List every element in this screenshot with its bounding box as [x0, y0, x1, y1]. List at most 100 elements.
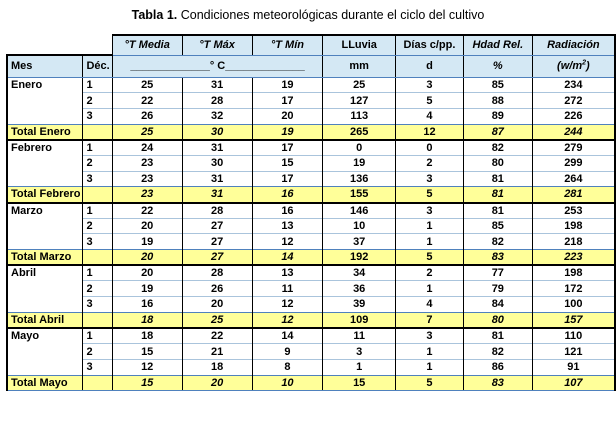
cell-month-name: Marzo	[6, 201, 84, 250]
total-row: Total Marzo 20 27 14 192 5 83 223	[6, 249, 616, 266]
cell-total-value: 31	[181, 186, 253, 203]
cell-total-value: 5	[395, 249, 464, 266]
cell-total-label: Total Marzo	[6, 249, 84, 266]
cell-value: 1	[395, 233, 464, 250]
cell-value: 37	[322, 233, 397, 250]
cell-value: 34	[322, 264, 397, 281]
cell-value: 28	[181, 264, 253, 281]
col-header-mes: Mes	[6, 54, 84, 78]
data-row: Febrero 1 24 31 17 0 0 82 279	[6, 138, 616, 187]
cell-total-value: 15	[111, 374, 183, 392]
cell-month-name: Febrero	[6, 138, 84, 187]
cell-value: 81	[462, 327, 533, 344]
cell-total-value: 12	[395, 123, 464, 140]
cell-decade: 3	[82, 233, 113, 250]
cell-value: 121	[531, 343, 616, 360]
cell-value: 0	[322, 138, 397, 156]
cell-value: 15	[111, 343, 183, 360]
cell-total-value: 244	[531, 123, 616, 140]
cell-value: 1	[395, 343, 464, 360]
cell-total-value: 15	[322, 374, 397, 392]
cell-total-value: 81	[462, 186, 533, 203]
unit-percent: %	[462, 54, 533, 78]
cell-value: 20	[111, 264, 183, 281]
cell-value: 82	[462, 233, 533, 250]
cell-total-dec-empty	[82, 123, 113, 140]
cell-decade: 2	[82, 217, 113, 234]
cell-value: 82	[462, 343, 533, 360]
data-row: 3 16 20 12 39 4 84 100	[7, 296, 616, 313]
cell-value: 2	[395, 264, 464, 281]
cell-total-value: 109	[322, 311, 397, 328]
cell-total-value: 23	[111, 186, 183, 203]
cell-total-value: 5	[395, 186, 464, 203]
data-row: 2 22 28 17 127 5 88 272	[7, 92, 616, 109]
cell-value: 36	[322, 280, 397, 297]
cell-value: 218	[531, 233, 616, 250]
col-header-temp-max: °T Máx	[181, 34, 253, 56]
cell-value: 272	[531, 92, 616, 109]
cell-value: 12	[251, 233, 324, 250]
unit-celsius: _____________° C_____________	[111, 54, 324, 78]
cell-value: 23	[111, 154, 183, 172]
cell-value: 264	[531, 170, 616, 187]
cell-value: 1	[322, 358, 397, 376]
cell-decade: 2	[82, 92, 113, 109]
cell-month-name: Mayo	[6, 326, 84, 376]
cell-value: 14	[251, 327, 324, 344]
cell-value: 27	[181, 233, 253, 250]
cell-value: 11	[251, 280, 324, 297]
cell-total-value: 14	[251, 249, 324, 266]
cell-value: 79	[462, 280, 533, 297]
cell-value: 279	[531, 138, 616, 156]
data-row: 3 23 31 17 136 3 81 264	[7, 170, 616, 187]
data-row: Mayo 1 18 22 14 11 3 81 110	[6, 326, 616, 376]
total-row: Total Enero 25 30 19 265 12 87 244	[6, 123, 616, 140]
cell-value: 8	[251, 358, 324, 376]
cell-value: 226	[531, 107, 616, 125]
cell-value: 80	[462, 154, 533, 172]
cell-value: 28	[181, 92, 253, 109]
total-row: Total Abril 18 25 12 109 7 80 157	[6, 311, 616, 328]
cell-value: 3	[395, 170, 464, 187]
cell-value: 19	[111, 280, 183, 297]
cell-value: 110	[531, 327, 616, 344]
cell-total-value: 265	[322, 123, 397, 140]
header-row-units: Mes Déc. _____________° C_____________ m…	[6, 54, 616, 78]
cell-decade: 3	[82, 107, 113, 125]
cell-value: 31	[181, 138, 253, 156]
cell-decade: 1	[82, 264, 113, 281]
data-row: 3 12 18 8 1 1 86 91	[7, 358, 616, 376]
cell-value: 3	[395, 327, 464, 344]
cell-value: 82	[462, 138, 533, 156]
cell-total-value: 5	[395, 374, 464, 392]
data-row: Enero 1 25 31 19 25 3 85 234	[6, 76, 616, 125]
cell-value: 0	[395, 138, 464, 156]
cell-decade: 2	[82, 154, 113, 172]
cell-value: 24	[111, 138, 183, 156]
cell-total-value: 20	[111, 249, 183, 266]
cell-value: 77	[462, 264, 533, 281]
cell-value: 15	[251, 154, 324, 172]
cell-total-value: 10	[251, 374, 324, 392]
cell-value: 86	[462, 358, 533, 376]
cell-value: 10	[322, 217, 397, 234]
cell-value: 146	[322, 201, 397, 219]
cell-decade: 1	[82, 201, 113, 219]
table-caption: Tabla 1. Condiciones meteorológicas dura…	[0, 0, 616, 22]
cell-decade: 3	[82, 296, 113, 313]
cell-total-value: 83	[462, 374, 533, 392]
cell-value: 26	[181, 280, 253, 297]
col-header-radiacion: Radiación	[531, 34, 616, 56]
header-row-variables: °T Media °T Máx °T Mín LLuvia Días c/pp.…	[7, 34, 616, 56]
data-row: 3 19 27 12 37 1 82 218	[7, 233, 616, 250]
cell-value: 19	[251, 76, 324, 93]
cell-value: 85	[462, 76, 533, 93]
data-row: 2 23 30 15 19 2 80 299	[7, 154, 616, 172]
cell-value: 100	[531, 296, 616, 313]
cell-decade: 1	[82, 327, 113, 344]
cell-value: 13	[251, 217, 324, 234]
data-row: Marzo 1 22 28 16 146 3 81 253	[6, 201, 616, 250]
cell-value: 25	[322, 76, 397, 93]
